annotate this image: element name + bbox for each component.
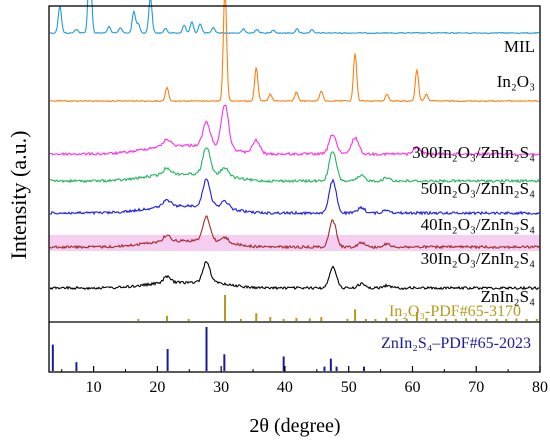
reference-group [51,295,538,371]
series-label-5: 30In₂O₃/ZnIn₂S₄ [421,249,535,268]
x-tick-label-1: 20 [149,379,165,396]
x-axis-label: 2θ (degree) [249,415,340,437]
x-tick-label-3: 40 [277,379,293,396]
series-label-0: MIL [504,37,535,56]
x-tick-label-7: 80 [532,379,548,396]
x-tick-label-4: 50 [341,379,357,396]
x-tick-label-0: 10 [86,379,102,396]
series-line-0 [49,0,540,35]
series-line-2 [49,104,540,157]
series-label-2: 300In₂O₃/ZnIn₂S₄ [412,143,535,162]
series-label-1: In₂O₃ [497,72,535,91]
x-tick-label-6: 70 [468,379,484,396]
series-line-1 [49,0,540,103]
series-label-3: 50In₂O₃/ZnIn₂S₄ [421,179,535,198]
series-line-4 [49,178,540,216]
x-tick-label-2: 30 [213,379,229,396]
labels-group: MIL In₂O₃ 300In₂O₃/ZnIn₂S₄ 50In₂O₃/ZnIn₂S₄ 4… [381,37,535,352]
series-label-6: ZnIn₂S₄ [481,287,535,306]
reference-label-1: ZnIn₂S₄–PDF#65-2023 [381,335,531,352]
ticks-group: 10 20 30 40 50 60 70 80 [61,366,548,396]
y-axis-label: Intensity (a.u.) [6,131,31,260]
series-line-5 [49,215,540,250]
series-line-3 [50,147,540,184]
series-group [49,0,540,291]
reference-label-0: In₂O₃-PDF#65-3170 [389,303,521,320]
plot-frame [48,5,541,373]
series-line-6 [49,260,540,291]
series-label-4: 40In₂O₃/ZnIn₂S₄ [421,215,535,234]
x-tick-label-5: 60 [404,379,420,396]
